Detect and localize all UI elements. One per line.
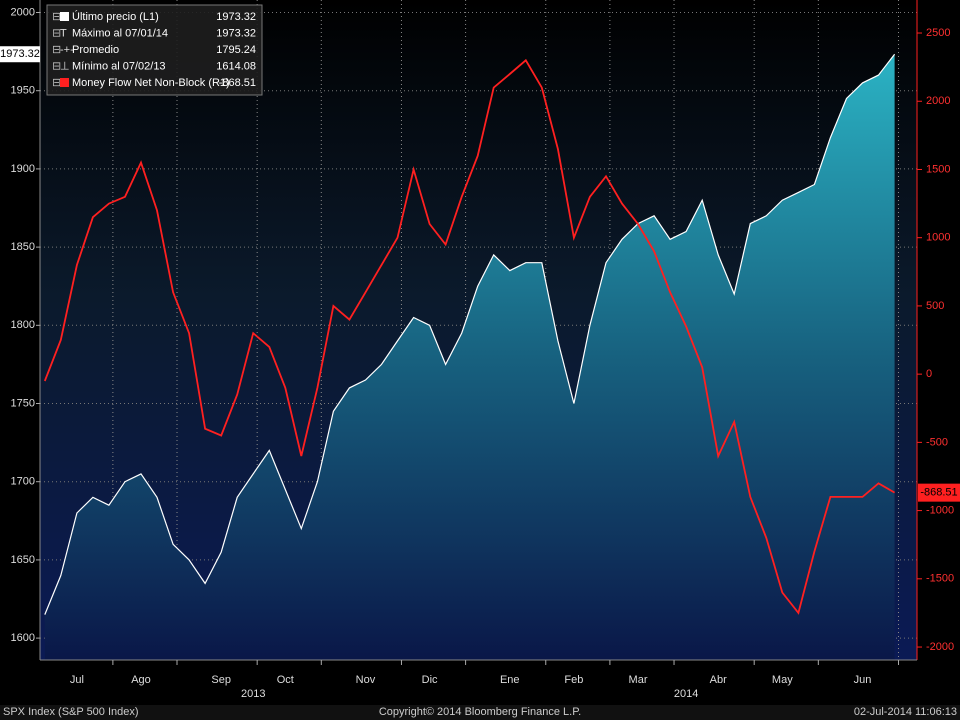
legend-value: 1973.32 bbox=[216, 11, 256, 23]
last-flow-tag-text: -868.51 bbox=[920, 487, 957, 499]
y-tick-label: 1750 bbox=[11, 397, 35, 409]
x-tick-label: Sep bbox=[211, 674, 231, 686]
y2-tick-label: 2500 bbox=[926, 27, 950, 39]
legend: ⊟ Último precio (L1) 1973.32⊟T Máximo al 07… bbox=[46, 4, 263, 96]
legend-label: Máximo al 07/01/14 bbox=[72, 27, 168, 39]
y-tick-label: 1800 bbox=[11, 319, 35, 331]
legend-label: Mínimo al 07/02/13 bbox=[72, 60, 166, 72]
y2-tick-label: -500 bbox=[926, 436, 948, 448]
x-tick-label: Jul bbox=[70, 674, 84, 686]
x-tick-label: May bbox=[772, 674, 793, 686]
legend-box bbox=[46, 4, 263, 96]
legend-icon: -+- bbox=[60, 44, 74, 56]
legend-icon: ⊟ bbox=[52, 77, 61, 89]
y2-tick-label: -1000 bbox=[926, 504, 954, 516]
legend-value: 1795.24 bbox=[216, 44, 256, 56]
x-tick-label: Oct bbox=[277, 674, 294, 686]
y2-tick-label: 2000 bbox=[926, 95, 950, 107]
y-tick-label: 1900 bbox=[11, 163, 35, 175]
legend-icon: ⊥ bbox=[60, 60, 70, 72]
y2-tick-label: -2000 bbox=[926, 641, 954, 653]
last-price-tag-text: 1973.32 bbox=[0, 48, 40, 60]
y2-tick-label: 1000 bbox=[926, 232, 950, 244]
year-label: 2014 bbox=[674, 688, 698, 700]
y2-tick-label: -1500 bbox=[926, 573, 954, 585]
y2-tick-label: 1500 bbox=[926, 163, 950, 175]
last-flow-tag bbox=[918, 483, 960, 502]
legend-value: -868.51 bbox=[219, 77, 256, 89]
footer-right: 02-Jul-2014 11:06:13 bbox=[854, 706, 957, 718]
legend-label: Money Flow Net Non-Block (R1) bbox=[72, 77, 230, 89]
y-tick-label: 1700 bbox=[11, 476, 35, 488]
footer-center: Copyright© 2014 Bloomberg Finance L.P. bbox=[379, 706, 581, 718]
legend-label: Último precio (L1) bbox=[72, 10, 159, 23]
legend-icon: ⊟ bbox=[52, 11, 61, 23]
y-tick-label: 1850 bbox=[11, 241, 35, 253]
y-tick-label: 1600 bbox=[11, 632, 35, 644]
x-tick-label: Mar bbox=[629, 674, 648, 686]
legend-value: 1973.32 bbox=[216, 27, 256, 39]
x-tick-label: Ago bbox=[131, 674, 151, 686]
footer-band bbox=[0, 705, 960, 720]
x-tick-label: Dic bbox=[422, 674, 438, 686]
y-tick-label: 2000 bbox=[11, 6, 35, 18]
footer-left: SPX Index (S&P 500 Index) bbox=[3, 706, 139, 718]
x-tick-label: Feb bbox=[564, 674, 583, 686]
y-tick-label: 1650 bbox=[11, 554, 35, 566]
year-label: 2013 bbox=[241, 688, 265, 700]
price-area bbox=[44, 54, 895, 660]
x-tick-label: Nov bbox=[356, 674, 376, 686]
x-tick-label: Abr bbox=[710, 674, 727, 686]
money-flow-line bbox=[43, 58, 896, 615]
legend-value: 1614.08 bbox=[216, 60, 256, 72]
legend-icon: T bbox=[60, 27, 67, 39]
y-tick-label: 1950 bbox=[11, 85, 35, 97]
legend-icon: ⊟ bbox=[52, 60, 61, 72]
last-price-tag bbox=[0, 46, 40, 63]
y2-tick-label: 500 bbox=[926, 300, 944, 312]
x-tick-label: Jun bbox=[854, 674, 872, 686]
legend-label: Promedio bbox=[72, 44, 119, 56]
price-line bbox=[44, 53, 896, 615]
legend-swatch bbox=[60, 78, 69, 87]
legend-icon: ⊟ bbox=[52, 44, 61, 56]
x-tick-label: Ene bbox=[500, 674, 520, 686]
legend-icon: ⊟ bbox=[52, 27, 61, 39]
y2-tick-label: 0 bbox=[926, 368, 932, 380]
legend-swatch bbox=[60, 12, 69, 21]
